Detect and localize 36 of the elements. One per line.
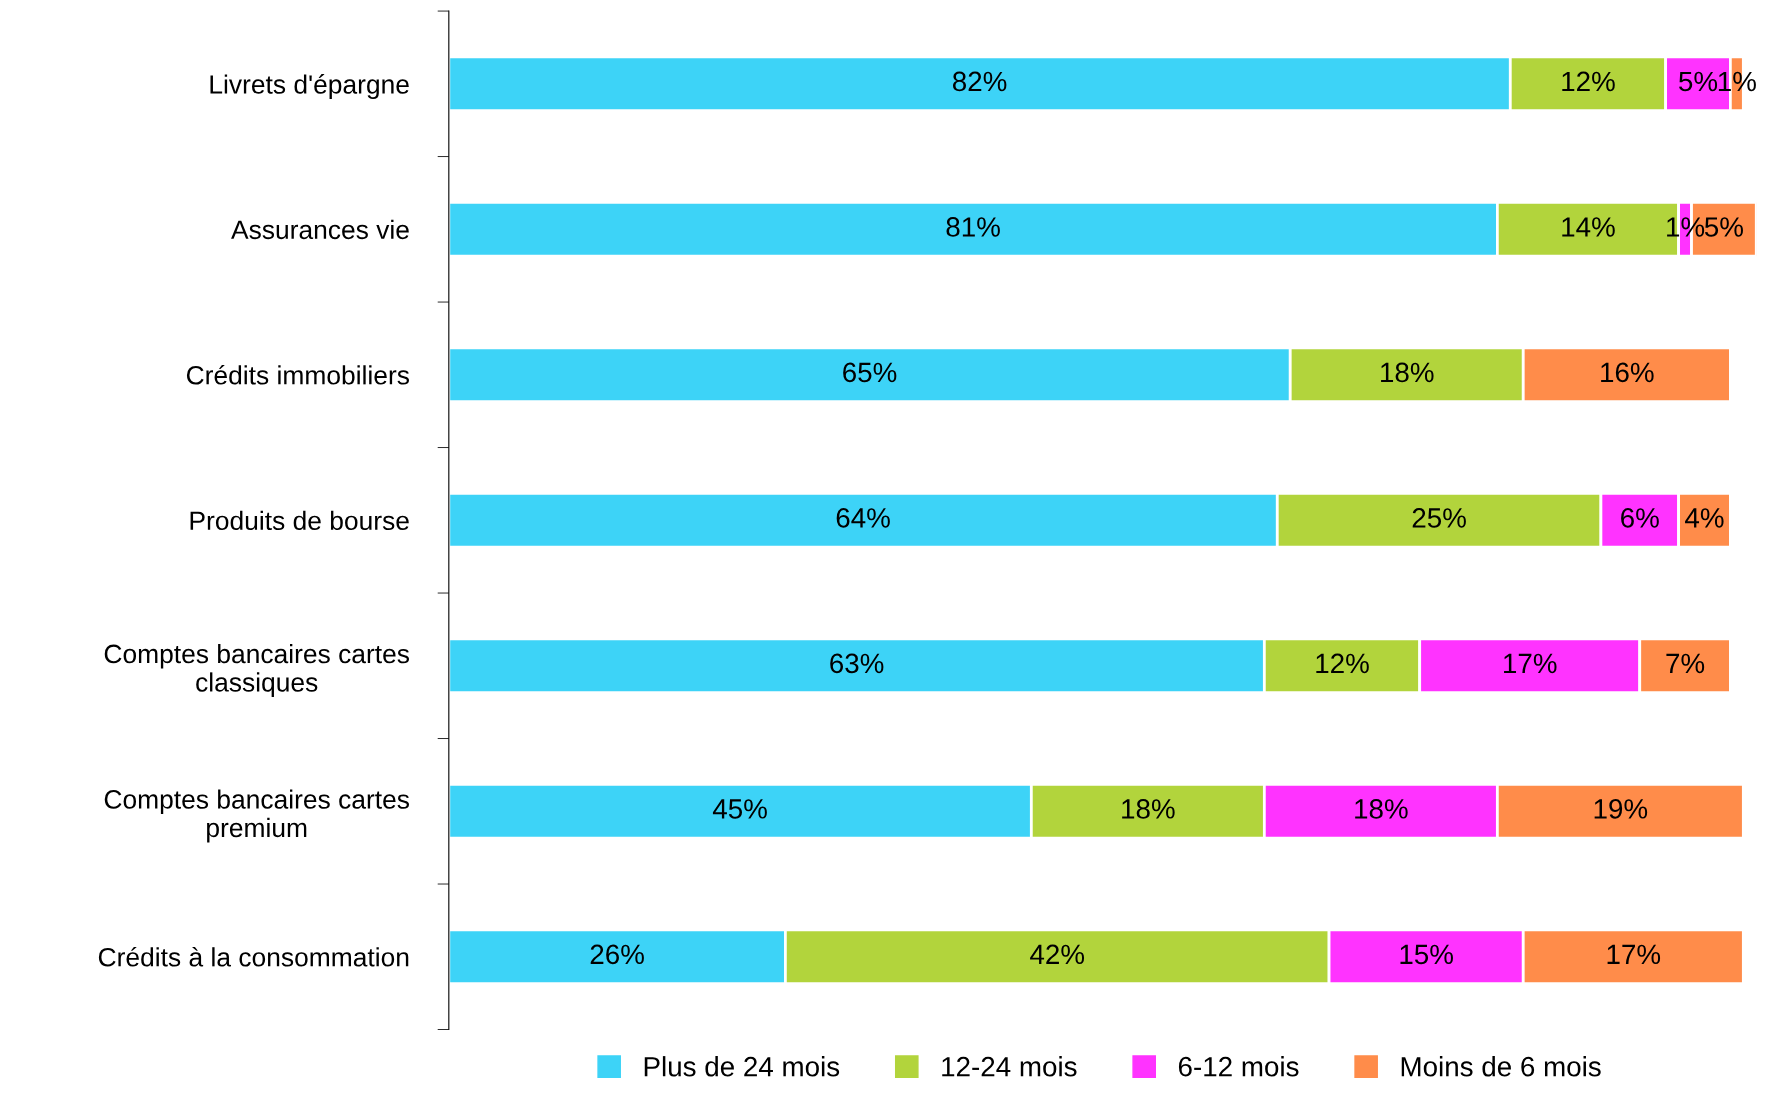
data-label: 42%: [1030, 944, 1085, 965]
y-tick-label: Crédits immobiliers: [186, 364, 409, 385]
data-label: 15%: [1400, 944, 1453, 965]
y-tick-label: Produits de bourse: [190, 510, 409, 531]
data-label: 81%: [946, 217, 1000, 237]
y-tick-label: Comptes bancaires cartes premium: [104, 789, 409, 843]
data-label: 18%: [1381, 362, 1434, 383]
data-label: 63%: [830, 653, 884, 674]
data-label: 19%: [1594, 799, 1648, 819]
data-label: 17%: [1504, 653, 1557, 674]
legend-label: 6-12 mois: [1178, 1056, 1299, 1077]
legend-label: 12-24 mois: [942, 1056, 1077, 1077]
data-label: 26%: [590, 944, 644, 965]
data-label: 64%: [836, 508, 890, 528]
data-label: 17%: [1607, 944, 1661, 965]
legend-label: Moins de 6 mois: [1401, 1056, 1601, 1077]
y-tick-label: Assurances vie: [231, 219, 409, 240]
data-label: 5%: [1679, 71, 1718, 92]
data-label: 65%: [843, 362, 897, 383]
data-label: 14%: [1562, 217, 1615, 237]
data-label: 25%: [1412, 508, 1466, 528]
y-tick-label: Crédits à la consommation: [98, 946, 409, 967]
y-tick-label: Comptes bancaires cartes classiques: [104, 643, 409, 697]
data-label: 18%: [1122, 799, 1175, 819]
data-label: 7%: [1666, 653, 1705, 674]
data-label: 18%: [1355, 799, 1408, 819]
legend-label: Plus de 24 mois: [644, 1056, 840, 1077]
data-label: 16%: [1601, 362, 1654, 383]
data-label: 12%: [1562, 71, 1615, 92]
data-label: 6%: [1621, 508, 1659, 528]
data-label: 4%: [1685, 508, 1724, 528]
y-tick-label: Livrets d'épargne: [210, 74, 409, 100]
data-label: 5%: [1704, 217, 1743, 237]
data-label: 82%: [952, 71, 1007, 92]
data-label: 45%: [712, 799, 767, 819]
data-label: 12%: [1316, 653, 1369, 674]
